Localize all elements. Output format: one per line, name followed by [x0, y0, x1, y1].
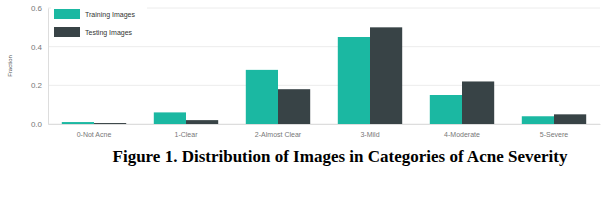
y-axis: 0.0 0.2 0.4 0.6 — [31, 4, 49, 129]
legend: Training Images Testing Images — [51, 7, 147, 45]
x-tick: 4-Moderate — [444, 124, 480, 138]
y-axis-line — [48, 9, 49, 125]
y-tick-label: 0.2 — [31, 81, 43, 90]
bar — [554, 114, 586, 124]
y-tick: 0.0 — [31, 120, 48, 129]
bar — [462, 81, 494, 124]
legend-background — [51, 7, 147, 45]
bar — [338, 37, 370, 124]
y-tick-label: 0.4 — [31, 43, 43, 52]
x-tick: 0-Not Acne — [77, 124, 112, 138]
legend-swatch — [54, 9, 80, 19]
y-tick-label: 0.6 — [31, 4, 43, 13]
bar — [94, 123, 126, 124]
y-tick-label: 0.0 — [31, 120, 43, 129]
bar — [246, 70, 278, 124]
legend-item: Testing Images — [54, 27, 133, 37]
bar-series — [94, 27, 586, 124]
x-tick: 1-Clear — [175, 124, 199, 138]
bar — [370, 27, 402, 124]
grid — [48, 8, 600, 124]
bar — [62, 122, 94, 124]
grid-line — [48, 46, 600, 47]
grid-line — [48, 124, 600, 125]
y-tick: 0.6 — [31, 4, 48, 13]
x-tick-label: 1-Clear — [175, 131, 199, 138]
y-tick: 0.4 — [31, 43, 48, 52]
x-tick-label: 2-Almost Clear — [255, 131, 302, 138]
y-tick: 0.2 — [31, 81, 48, 90]
bar-series — [62, 37, 554, 124]
bar — [186, 120, 218, 124]
legend-item: Training Images — [54, 9, 135, 19]
legend-swatch — [54, 27, 80, 37]
bar — [522, 116, 554, 124]
legend-label: Training Images — [85, 11, 135, 19]
x-tick-label: 5-Severe — [540, 131, 569, 138]
title: Figure 1. Distribution of Images in Cate… — [70, 146, 610, 167]
x-tick-label: 4-Moderate — [444, 131, 480, 138]
x-axis: 0-Not Acne 1-Clear 2-Almost Clear 3-Mild 4-M… — [49, 124, 601, 138]
y-axis-title: Fraction — [7, 55, 13, 77]
bar — [278, 89, 310, 124]
x-tick: 3-Mild — [360, 124, 379, 138]
x-tick-label: 0-Not Acne — [77, 131, 112, 138]
x-tick-label: 3-Mild — [360, 131, 379, 138]
chart: 0.0 0.2 0.4 0.6 Fraction 0-Not Acne 1-Clear 2-A… — [0, 0, 614, 145]
legend-label: Testing Images — [85, 29, 133, 37]
bar — [154, 112, 186, 124]
x-tick: 5-Severe — [540, 124, 569, 138]
x-axis-line — [49, 124, 601, 125]
grid-line — [48, 85, 600, 86]
bar — [430, 95, 462, 124]
x-tick: 2-Almost Clear — [255, 124, 302, 138]
